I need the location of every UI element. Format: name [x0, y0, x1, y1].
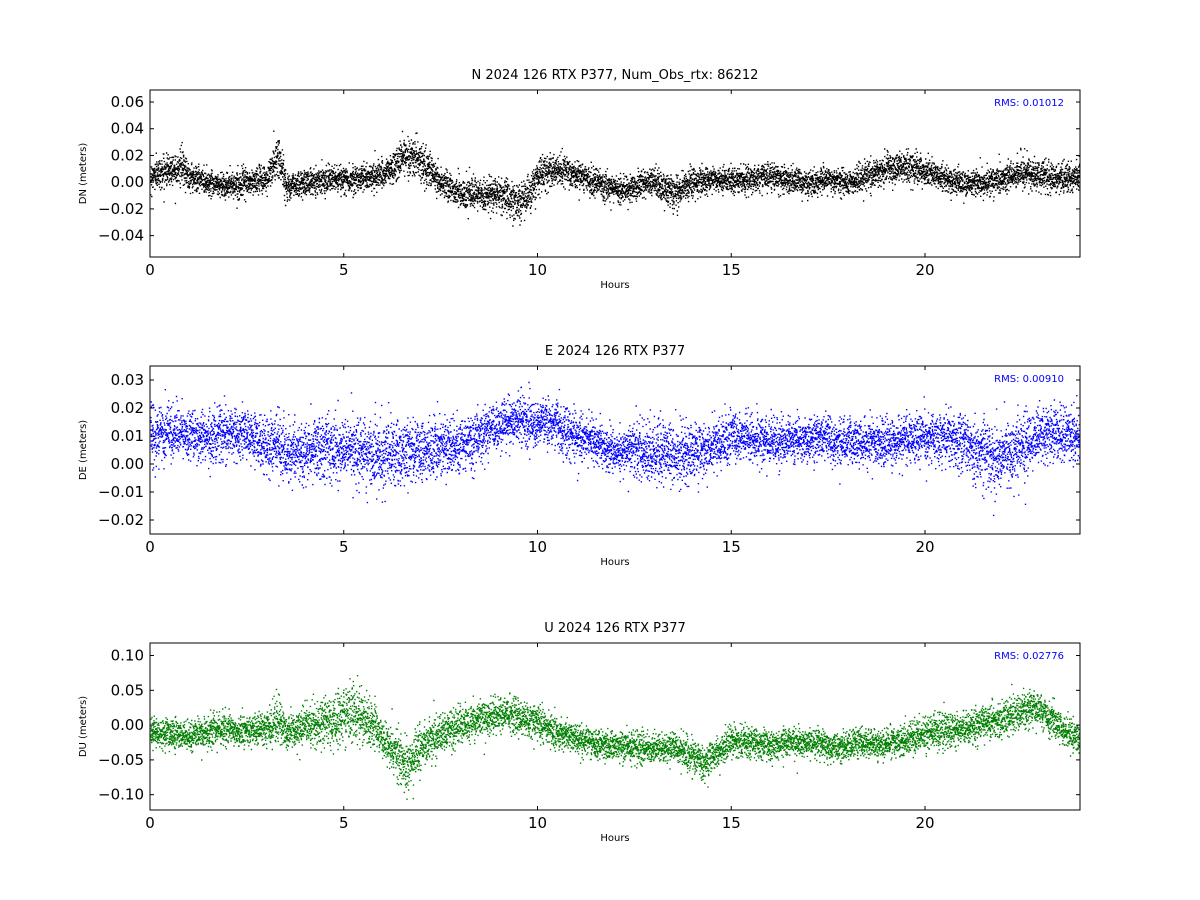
- x-axis-label: Hours: [600, 557, 629, 568]
- y-tick-label: −0.04: [98, 227, 144, 245]
- rms-annotation: RMS: 0.00910: [994, 374, 1064, 385]
- x-tick-label: 10: [528, 538, 547, 556]
- axes-frame: [149, 365, 1081, 535]
- data-points-3: [150, 675, 1080, 800]
- panel-1: 0 5 10 15 20 −0.04 −0.02 0.00 0.02 0.04 0.06 N 2024…: [78, 68, 1081, 291]
- y-tick-label: 0.00: [111, 716, 144, 734]
- data-points-1: [150, 130, 1080, 227]
- x-axis-label: Hours: [600, 280, 629, 291]
- x-axis-label: Hours: [600, 833, 629, 844]
- x-tick-label: 20: [915, 261, 934, 279]
- x-tick-label: 20: [915, 814, 934, 832]
- y-tick-label: −0.01: [98, 483, 144, 501]
- y-tick-label: 0.06: [111, 93, 144, 111]
- x-tick-label: 5: [339, 538, 349, 556]
- y-axis-label: DE (meters): [78, 420, 89, 480]
- y-tick-label: 0.04: [111, 120, 144, 138]
- x-tick-label: 0: [145, 814, 155, 832]
- y-tick-label: 0.05: [111, 681, 144, 699]
- x-tick-label: 15: [722, 261, 741, 279]
- x-tick-label: 0: [145, 538, 155, 556]
- axes-frame: [149, 89, 1081, 258]
- y-tick-label: 0.00: [111, 455, 144, 473]
- panel-title: U 2024 126 RTX P377: [544, 621, 686, 636]
- rms-annotation: RMS: 0.02776: [994, 651, 1064, 662]
- y-tick-label: −0.02: [98, 200, 144, 218]
- y-tick-label: 0.03: [111, 371, 144, 389]
- x-tick-label: 10: [528, 814, 547, 832]
- x-tick-label: 5: [339, 261, 349, 279]
- y-axis-label: DN (meters): [78, 143, 89, 205]
- series-markers: [150, 130, 1080, 227]
- y-tick-label: −0.05: [98, 751, 144, 769]
- x-tick-label: 15: [722, 814, 741, 832]
- series-markers: [150, 675, 1080, 800]
- y-tick-label: 0.02: [111, 399, 144, 417]
- x-tick-label: 0: [145, 261, 155, 279]
- y-tick-label: 0.01: [111, 427, 144, 445]
- y-tick-label: 0.02: [111, 146, 144, 164]
- x-tick-label: 20: [915, 538, 934, 556]
- x-tick-label: 5: [339, 814, 349, 832]
- x-tick-label: 15: [722, 538, 741, 556]
- y-tick-label: −0.02: [98, 511, 144, 529]
- rms-annotation: RMS: 0.01012: [994, 98, 1064, 109]
- panel-title: N 2024 126 RTX P377, Num_Obs_rtx: 86212: [472, 68, 759, 83]
- panel-2: 0 5 10 15 20 −0.02 −0.01 0.00 0.01 0.02 0.03 E 2024…: [78, 344, 1081, 568]
- x-tick-label: 10: [528, 261, 547, 279]
- axes-frame: [149, 642, 1081, 811]
- panel-title: E 2024 126 RTX P377: [545, 344, 685, 359]
- y-axis-label: DU (meters): [78, 696, 89, 757]
- panel-3: 0 5 10 15 20 −0.10 −0.05 0.00 0.05 0.10 U 2024 126…: [78, 621, 1081, 844]
- y-tick-label: 0.00: [111, 173, 144, 191]
- y-tick-label: −0.10: [98, 786, 144, 804]
- y-tick-label: 0.10: [111, 647, 144, 665]
